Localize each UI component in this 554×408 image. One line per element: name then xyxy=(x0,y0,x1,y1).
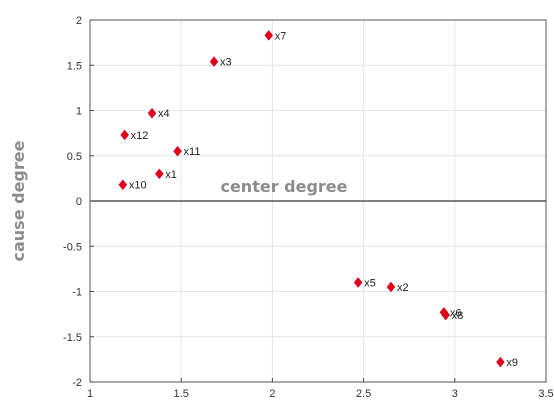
y-tick-label: 1.5 xyxy=(67,60,82,72)
x-tick-label: 1 xyxy=(87,388,93,400)
data-point xyxy=(386,281,396,293)
data-point xyxy=(173,145,182,157)
y-tick-label: 1 xyxy=(76,106,82,118)
x-tick-label: 2.5 xyxy=(356,388,371,400)
data-point xyxy=(441,309,451,321)
y-tick-label: 2 xyxy=(76,15,82,27)
data-point-label: x10 xyxy=(129,180,147,192)
y-tick-label: -1.5 xyxy=(63,332,82,344)
x-axis-label: center degree xyxy=(220,177,347,196)
data-point xyxy=(118,179,128,191)
y-tick-label: -0.5 xyxy=(63,241,82,253)
data-point-label: x4 xyxy=(158,108,170,120)
data-point-label: x6 xyxy=(450,307,462,319)
x-tick-label: 3.5 xyxy=(538,388,553,400)
data-point-label: x5 xyxy=(364,277,376,289)
data-point xyxy=(496,356,505,368)
x-tick-label: 2 xyxy=(269,388,275,400)
data-point xyxy=(209,56,219,68)
data-point xyxy=(353,277,363,288)
y-tick-label: -1 xyxy=(72,287,82,299)
data-point-label: x7 xyxy=(275,30,287,42)
y-tick-label: -2 xyxy=(72,377,82,389)
x-tick-label: 1.5 xyxy=(174,388,189,400)
data-point-label: x1 xyxy=(165,169,177,181)
data-point-label: x3 xyxy=(220,57,232,69)
data-point xyxy=(154,168,164,180)
x-tick-label: 3 xyxy=(452,388,458,400)
axis-ticks: 1 1.5 2 2.5 3 3.5 2 1.5 1 0.5 0 -0.5 -1 -1.5 -2 xyxy=(63,15,554,400)
y-axis-label: cause degree xyxy=(9,140,28,261)
data-point-label: x2 xyxy=(397,282,409,294)
data-point xyxy=(120,129,129,141)
data-point-label: x12 xyxy=(131,130,149,142)
data-point xyxy=(264,29,274,41)
data-point xyxy=(147,107,157,119)
y-tick-label: 0 xyxy=(76,196,82,208)
data-point-label: x9 xyxy=(506,357,518,369)
data-point-label: x11 xyxy=(184,146,201,158)
data-point-label: x8 xyxy=(452,310,464,322)
y-tick-label: 0.5 xyxy=(67,151,82,163)
data-points: x1 x2 x3 x4 x5 x6 x7 x8 x9 x10 x11 x12 xyxy=(118,29,518,369)
